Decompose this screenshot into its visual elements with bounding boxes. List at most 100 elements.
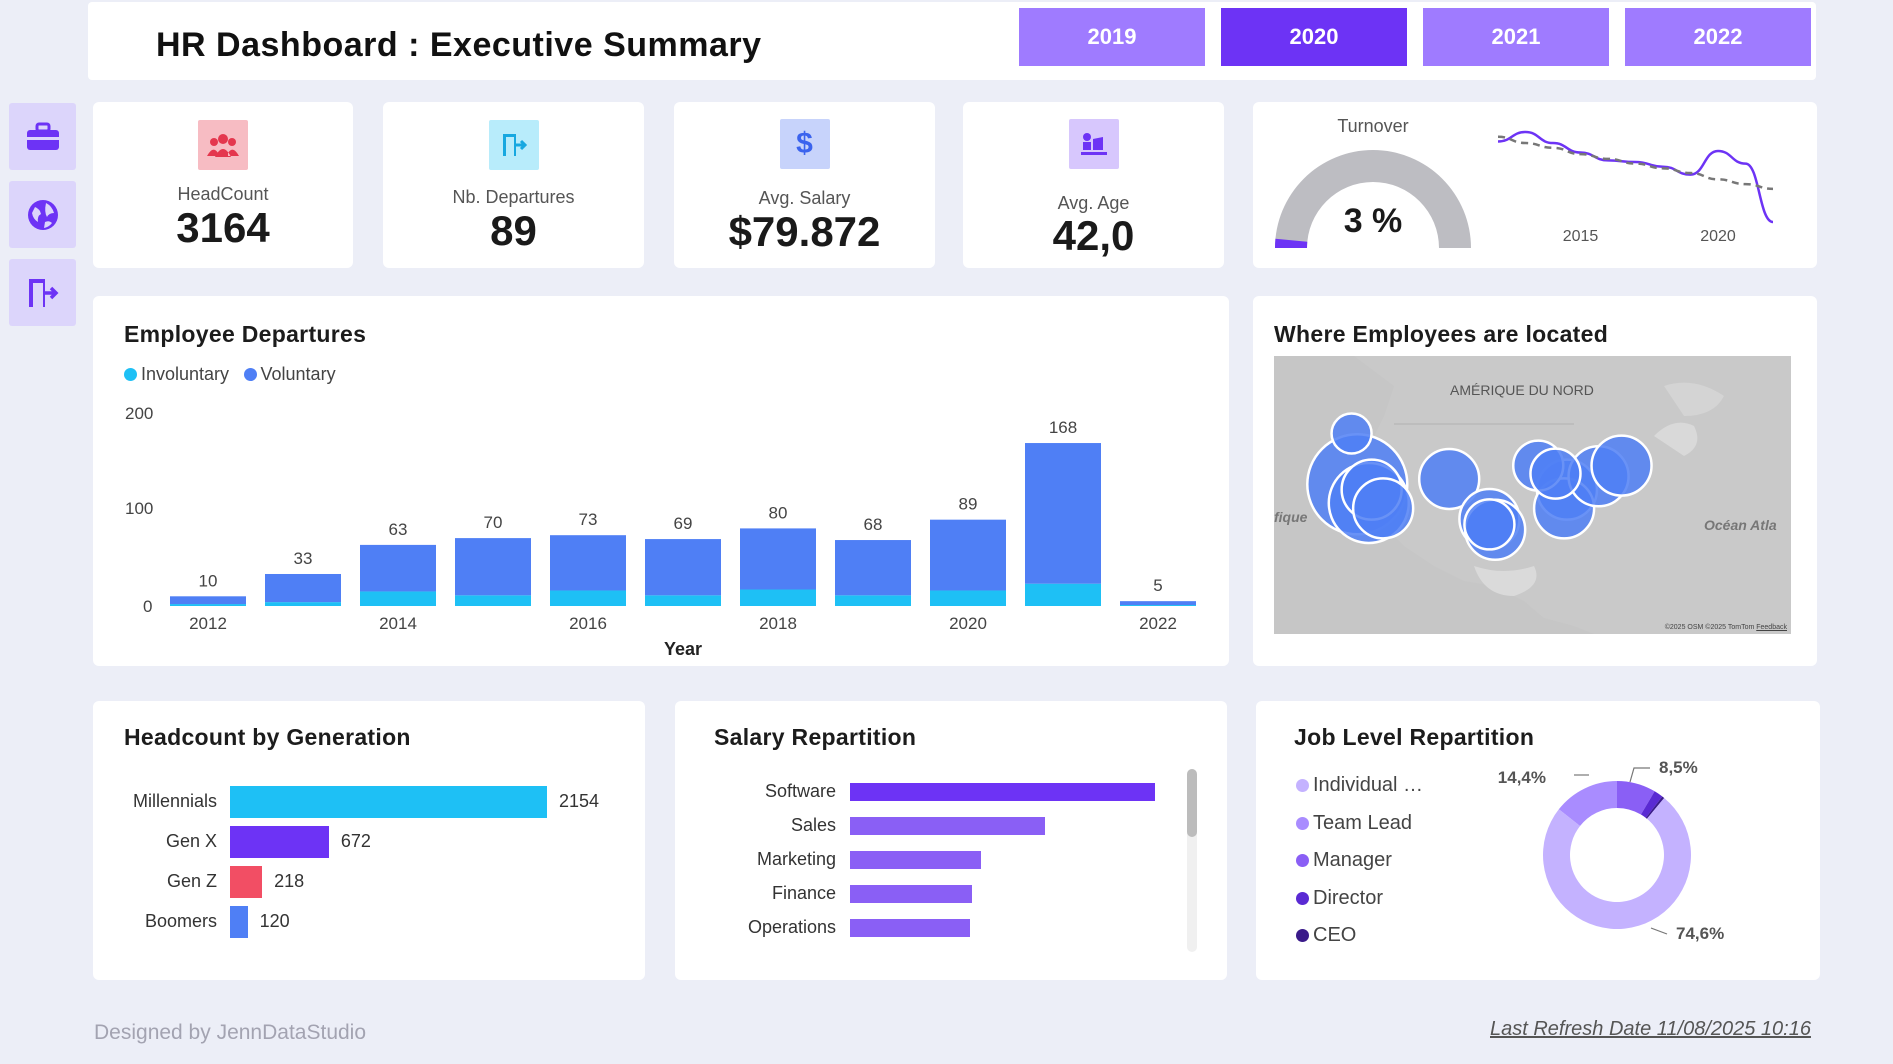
job-legend-label: Team Lead: [1313, 811, 1412, 834]
bar-voluntary-2016: [550, 535, 626, 591]
map-bubbles: [1306, 412, 1653, 561]
map-view[interactable]: AMÉRIQUE DU NORD fique Océan Atla ©2025 …: [1274, 356, 1791, 634]
kpi-departures-label: Nb. Departures: [452, 187, 575, 207]
data-label-2021: 168: [1049, 418, 1077, 437]
value-label-boomers: 120: [259, 911, 290, 931]
exit-door-icon: [488, 120, 539, 170]
salary-card: Salary Repartition Software Sales Marketin…: [675, 701, 1227, 980]
legend-involuntary[interactable]: Involuntary: [124, 364, 229, 385]
map-ocean-left: fique: [1274, 509, 1308, 525]
turnover-chart: 3 % 2015 2020: [1275, 130, 1774, 248]
donut-slice-individual: [1543, 797, 1691, 929]
job-legend-label: CEO: [1313, 924, 1357, 946]
job-legend-item[interactable]: Manager: [1296, 849, 1392, 872]
sidebar-item-departures[interactable]: [9, 259, 76, 326]
map-bubble: [1529, 447, 1582, 500]
bar-involuntary-2013: [265, 602, 341, 606]
bar-operations[interactable]: [850, 919, 971, 937]
bar-involuntary-2017: [645, 595, 721, 606]
job-legend-item[interactable]: Director: [1296, 887, 1383, 910]
category-label-gen-z: Gen Z: [166, 871, 217, 891]
job-level-card: Job Level Repartition Individual … Team L…: [1256, 701, 1820, 980]
x-tick-2014: 2014: [379, 614, 417, 633]
kpi-age-label: Avg. Age: [1057, 193, 1130, 213]
sidebar-item-overview[interactable]: [9, 103, 76, 170]
data-label-2015: 70: [484, 513, 503, 532]
x-tick-2022: 2022: [1139, 614, 1177, 633]
salary-scrollbar-thumb[interactable]: [1187, 769, 1197, 837]
data-label-2013: 33: [294, 549, 313, 568]
donut-label-individual: 74,6%: [1676, 924, 1724, 943]
footer-credit: Designed by JennDataStudio: [94, 1021, 367, 1044]
turnover-trendline: [1497, 135, 1774, 191]
bar-sales[interactable]: [850, 817, 1046, 835]
x-tick-2012: 2012: [189, 614, 227, 633]
bar-millennials[interactable]: [230, 786, 547, 818]
kpi-age-card: Avg. Age 42,0: [963, 102, 1224, 268]
bar-finance[interactable]: [850, 885, 972, 903]
legend-dot: [1296, 854, 1309, 867]
departures-legend: Involuntary Voluntary: [124, 364, 346, 386]
person-at-desk-icon: [1068, 119, 1119, 169]
data-label-2020: 89: [959, 495, 978, 514]
job-legend-item[interactable]: CEO: [1296, 924, 1356, 947]
bar-marketing[interactable]: [850, 851, 982, 869]
bar-involuntary-2012: [170, 604, 246, 606]
bar-involuntary-2016: [550, 590, 626, 606]
gauge-track: [1275, 150, 1471, 248]
job-legend-label: Individual …: [1313, 774, 1424, 796]
kpi-departures-value: 89: [490, 207, 537, 254]
year-button-2021[interactable]: 2021: [1423, 8, 1609, 66]
salary-title: Salary Repartition: [714, 724, 917, 750]
y-tick-100: 100: [125, 499, 153, 518]
category-label-operations: Operations: [747, 917, 836, 937]
map-bubble: [1351, 477, 1415, 540]
job-legend-item[interactable]: Individual …: [1296, 774, 1423, 797]
bar-involuntary-2019: [835, 595, 911, 606]
kpi-salary-card: $ Avg. Salary $79.872: [674, 102, 935, 268]
map-bubble: [1330, 412, 1373, 455]
year-button-2020[interactable]: 2020: [1221, 8, 1407, 66]
kpi-headcount-value: 3164: [176, 204, 270, 251]
legend-voluntary[interactable]: Voluntary: [243, 364, 336, 385]
kpi-departures-card: Nb. Departures 89: [383, 102, 644, 268]
x-axis-title: Year: [664, 639, 702, 659]
turnover-card: Turnover 3 % 2015 2020: [1253, 102, 1817, 268]
turnover-sparkline: 2015 2020: [1497, 130, 1774, 245]
bar-gen-z[interactable]: [230, 866, 263, 898]
category-label-millennials: Millennials: [132, 791, 217, 811]
job-legend-item[interactable]: Team Lead: [1296, 812, 1412, 835]
bar-gen-x[interactable]: [230, 826, 329, 858]
donut-slice-ceo: [1645, 796, 1665, 819]
sidebar-item-locations[interactable]: [9, 181, 76, 248]
departures-chart: 200 100 0 10 2012 33 63 2014 70 73 2016 69 80 2018…: [125, 404, 1196, 659]
people-icon: [198, 120, 248, 170]
bar-voluntary-2013: [265, 573, 341, 603]
map-bubble: [1590, 434, 1653, 497]
job-level-title: Job Level Repartition: [1294, 724, 1535, 750]
bar-boomers[interactable]: [230, 906, 248, 938]
data-label-2014: 63: [389, 520, 408, 539]
last-refresh-link[interactable]: Last Refresh Date 11/08/2025 10:16: [1490, 1018, 1811, 1040]
donut-slice-manager: [1617, 781, 1655, 815]
year-button-2019[interactable]: 2019: [1019, 8, 1205, 66]
legend-dot: [1296, 779, 1309, 792]
generation-title: Headcount by Generation: [124, 724, 411, 750]
map-bubble: [1463, 498, 1516, 551]
legend-dot: [1296, 816, 1309, 830]
map-card: Where Employees are located AMÉRIQUE DU …: [1253, 296, 1817, 666]
legend-dot: [1296, 891, 1309, 905]
data-label-2016: 73: [579, 510, 598, 529]
turnover-line: [1497, 130, 1774, 224]
map-continent-label: AMÉRIQUE DU NORD: [1450, 382, 1594, 398]
kpi-headcount-card: HeadCount 3164: [93, 102, 353, 268]
category-label-gen-x: Gen X: [165, 831, 217, 851]
bar-software[interactable]: [850, 783, 1155, 801]
donut-leader-line: [1629, 767, 1650, 783]
donut-slice-teamlead: [1558, 781, 1617, 826]
map-feedback-link[interactable]: Feedback: [1756, 624, 1787, 631]
year-button-2022[interactable]: 2022: [1625, 8, 1811, 66]
kpi-age-value: 42,0: [1052, 212, 1135, 259]
salary-scrollbar[interactable]: [1187, 769, 1197, 952]
value-label-gen-z: 218: [274, 871, 305, 891]
